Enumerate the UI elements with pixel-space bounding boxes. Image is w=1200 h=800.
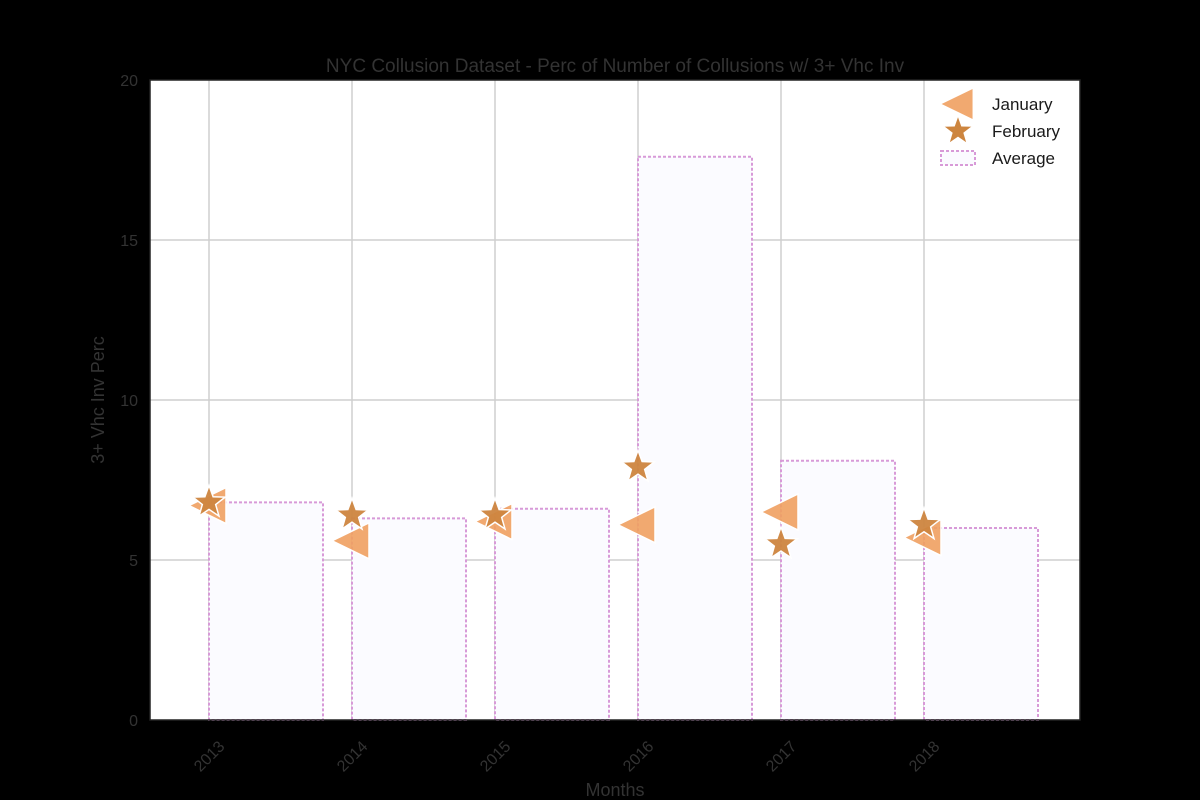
legend-label: January [992, 95, 1053, 114]
legend-label: February [992, 122, 1061, 141]
y-axis-title: 3+ Vhc Inv Perc [88, 336, 108, 464]
january-marker [616, 505, 656, 544]
markers [187, 447, 943, 560]
average-bar [780, 459, 896, 721]
february-marker [905, 505, 943, 541]
february-marker [762, 524, 800, 560]
y-tick-label: 0 [129, 713, 138, 730]
january-marker [330, 521, 370, 560]
legend-swatch-average [940, 150, 976, 166]
plot-frame [149, 79, 1081, 721]
y-tick-label: 20 [120, 73, 138, 90]
y-tick-labels: 0 5 10 15 20 [120, 73, 138, 730]
chart-title: NYC Collusion Dataset - Perc of Number o… [326, 56, 905, 77]
legend: January February Average [938, 86, 1061, 168]
average-bar [637, 155, 753, 722]
february-marker [619, 447, 657, 483]
january-marker [759, 492, 799, 532]
february-marker [190, 483, 228, 518]
x-axis-title: Months [585, 780, 644, 800]
legend-swatch-january [938, 86, 975, 122]
average-bars [208, 155, 1039, 722]
average-bar [923, 527, 1039, 721]
february-marker [333, 495, 371, 531]
y-tick-label: 10 [120, 393, 138, 410]
legend-label: Average [992, 149, 1055, 168]
legend-swatch-february [940, 112, 976, 146]
y-tick-label: 15 [120, 233, 138, 250]
average-bar [208, 501, 324, 721]
february-marker [476, 495, 514, 531]
y-tick-label: 5 [129, 553, 138, 570]
average-bar [351, 517, 467, 722]
